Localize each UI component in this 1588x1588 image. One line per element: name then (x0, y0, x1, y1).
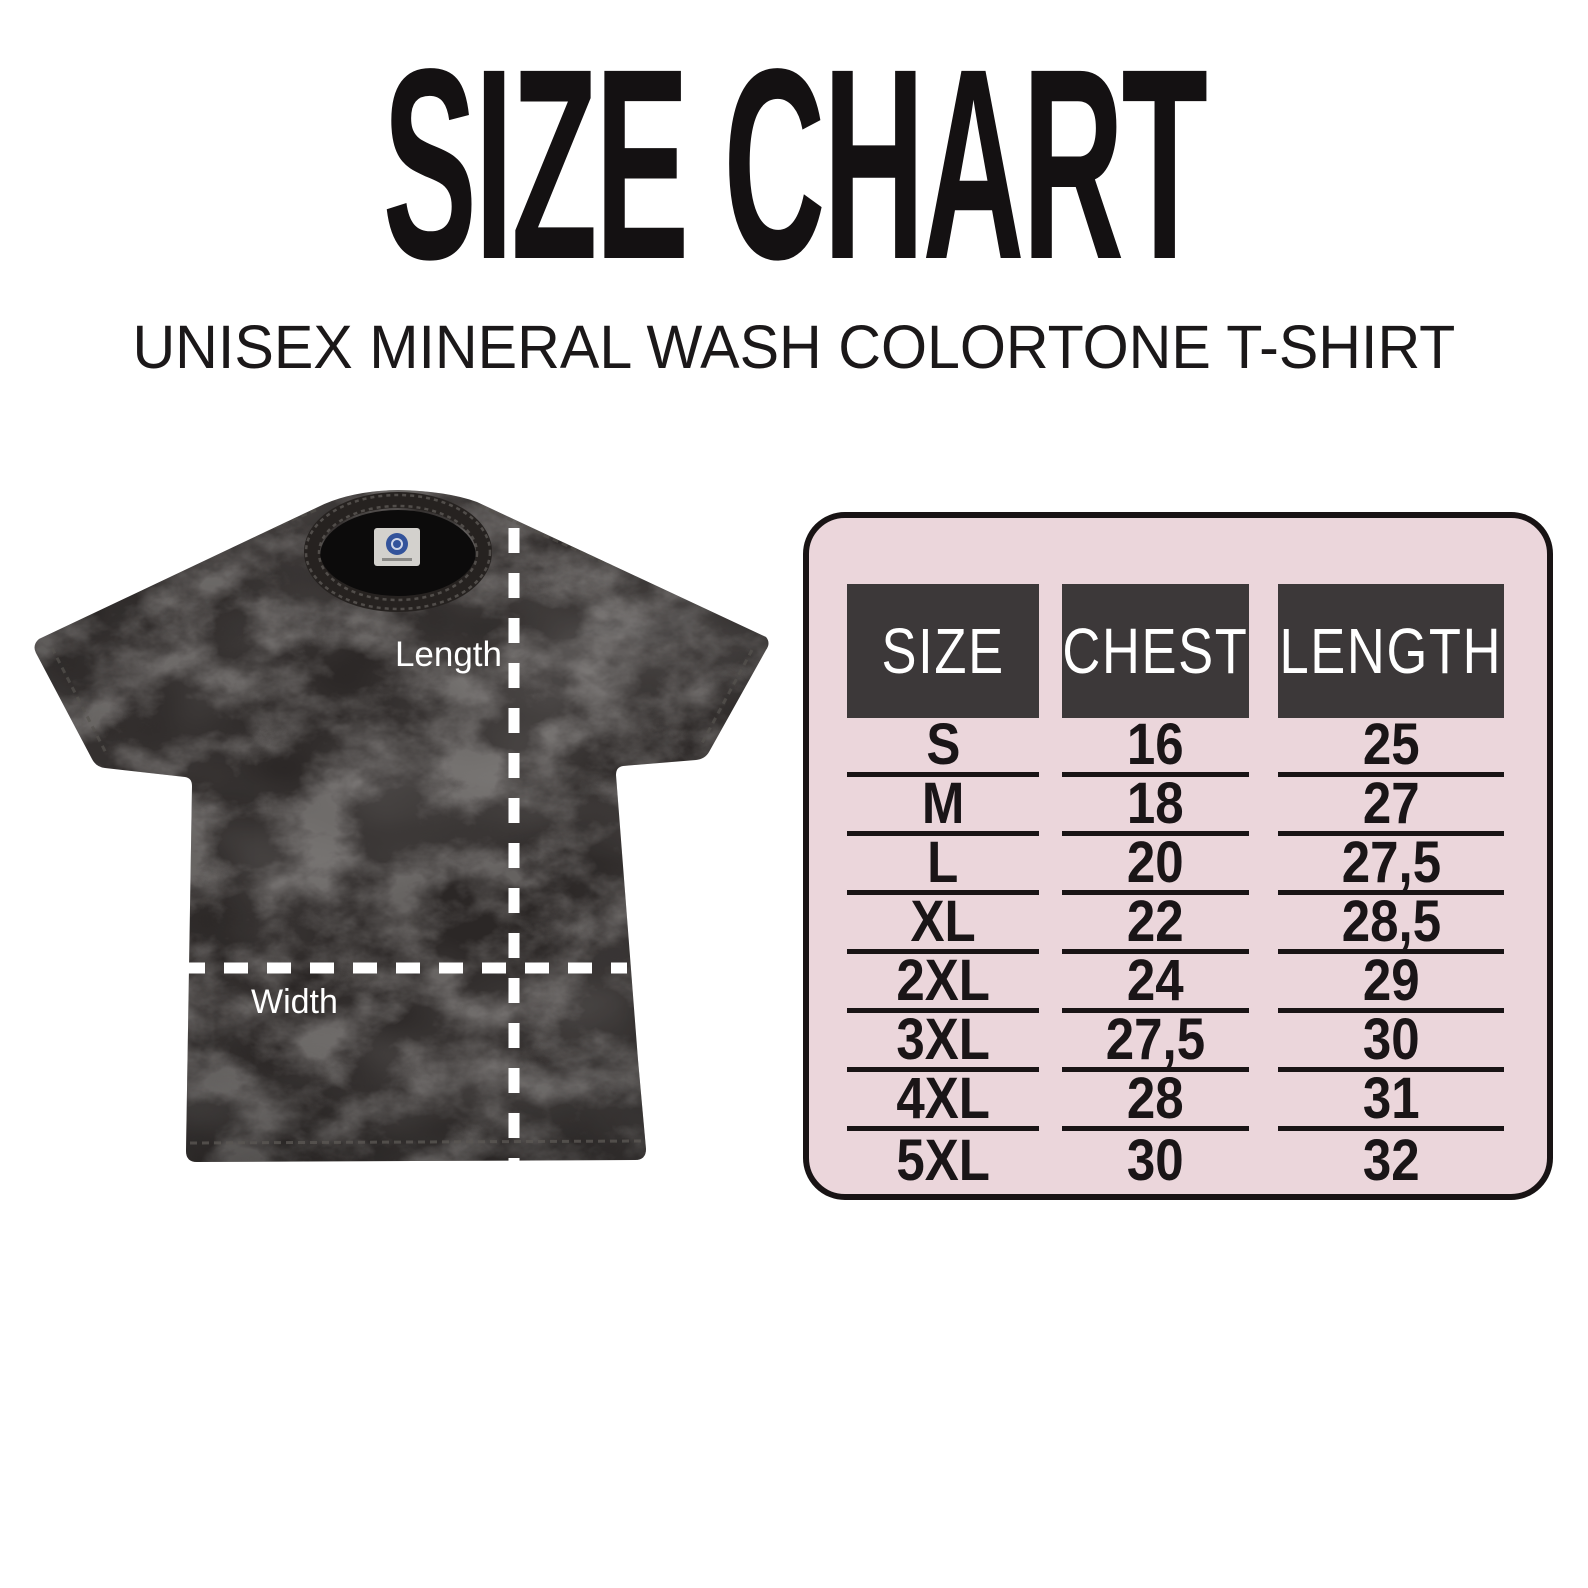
table-cell: 22 (1062, 893, 1249, 954)
table-cell: 2XL (847, 952, 1039, 1013)
length-column: LENGTH 25 27 27,5 28,5 29 30 31 32 (1278, 518, 1504, 1190)
table-cell: XL (847, 893, 1039, 954)
table-cell: 16 (1062, 716, 1249, 777)
column-header-length: LENGTH (1278, 584, 1504, 718)
column-header-size-label: SIZE (881, 615, 1005, 687)
size-table: SIZE S M L XL 2XL 3XL 4XL 5XL CHEST 16 1… (803, 512, 1553, 1200)
table-cell: 3XL (847, 1011, 1039, 1072)
table-cell: 32 (1362, 1127, 1420, 1193)
column-header-length-label: LENGTH (1279, 615, 1503, 687)
table-cell: 25 (1278, 716, 1504, 777)
page-subtitle: UNISEX MINERAL WASH COLORTONE T-SHIRT (132, 313, 1456, 381)
table-cell: 5XL (896, 1127, 990, 1193)
table-cell: S (847, 716, 1039, 777)
length-label: Length (395, 635, 502, 674)
table-cell: 28 (1062, 1070, 1249, 1131)
table-cell: M (847, 775, 1039, 836)
width-label: Width (251, 983, 338, 1021)
column-header-size: SIZE (847, 584, 1039, 718)
column-header-chest-label: CHEST (1062, 615, 1249, 687)
table-cell: 29 (1278, 952, 1504, 1013)
table-cell: 18 (1062, 775, 1249, 836)
table-cell: 30 (1127, 1127, 1184, 1193)
table-cell: 31 (1278, 1070, 1504, 1131)
table-cell: 27,5 (1278, 834, 1504, 895)
tshirt-shape (34, 490, 769, 1162)
chest-column: CHEST 16 18 20 22 24 27,5 28 30 (1062, 518, 1249, 1190)
table-cell: 27 (1278, 775, 1504, 836)
page-title: SIZE CHART (382, 12, 1208, 316)
size-column: SIZE S M L XL 2XL 3XL 4XL 5XL (847, 518, 1039, 1190)
table-cell: 28,5 (1278, 893, 1504, 954)
column-header-chest: CHEST (1062, 584, 1249, 718)
table-cell: 24 (1062, 952, 1249, 1013)
table-cell: 27,5 (1062, 1011, 1249, 1072)
table-cell: L (847, 834, 1039, 895)
table-cell: 30 (1278, 1011, 1504, 1072)
brand-tag (374, 528, 420, 566)
table-cell: 4XL (847, 1070, 1039, 1131)
table-cell: 20 (1062, 834, 1249, 895)
tshirt-diagram: Length Width (34, 490, 769, 1162)
